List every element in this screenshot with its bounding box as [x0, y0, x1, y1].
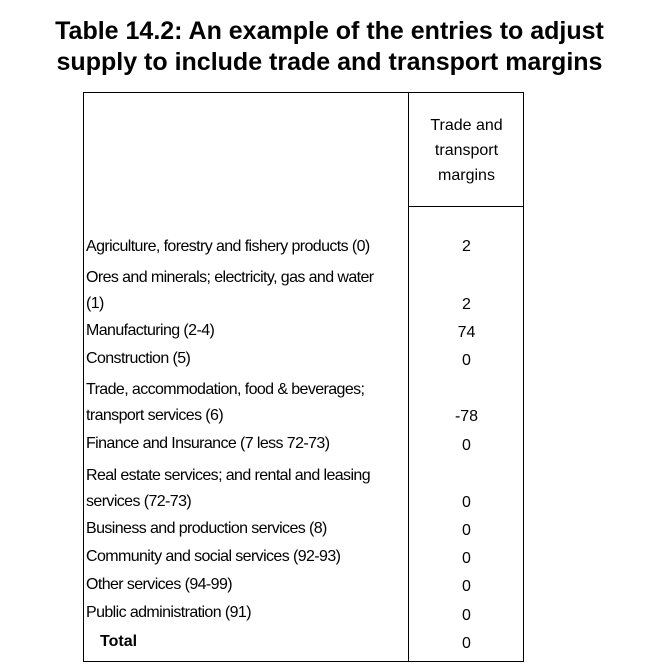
table-title: Table 14.2: An example of the entries to…: [0, 16, 659, 78]
header-rule: [408, 206, 524, 207]
row-label-finance-insurance: Finance and Insurance (7 less 72-73): [86, 435, 330, 452]
row-value-other-services: 0: [462, 578, 471, 595]
row-label-manufacturing: Manufacturing (2-4): [86, 322, 215, 339]
table-title-line-1: Table 14.2: An example of the entries to…: [55, 17, 604, 45]
row-label-construction: Construction (5): [86, 350, 191, 367]
row-value-total: 0: [462, 635, 471, 652]
row-label-trade-accommodation: Trade, accommodation, food & beverages; …: [86, 381, 365, 424]
row-value-business-production: 0: [462, 522, 471, 539]
row-value-community-social: 0: [462, 550, 471, 567]
row-value-construction: 0: [462, 352, 471, 369]
row-value-ores-minerals: 2: [462, 296, 471, 313]
row-value-finance-insurance: 0: [462, 437, 471, 454]
row-label-business-production: Business and production services (8): [86, 520, 327, 537]
row-value-manufacturing: 74: [457, 324, 476, 341]
row-label-agriculture: Agriculture, forestry and fishery produc…: [86, 238, 370, 255]
column-header-line-2: transport: [434, 142, 499, 159]
row-label-other-services: Other services (94-99): [86, 576, 233, 593]
table-title-line-2: supply to include trade and transport ma…: [56, 48, 603, 76]
column-header-line-3: margins: [438, 167, 495, 184]
row-label-ores-minerals: Ores and minerals; electricity, gas and …: [86, 269, 374, 312]
row-label-real-estate: Real estate services; and rental and lea…: [86, 467, 371, 510]
margins-table: Trade and transport margins Agriculture,…: [83, 92, 524, 662]
row-value-public-administration: 0: [462, 607, 471, 624]
column-header-line-1: Trade and: [430, 117, 503, 134]
column-header-trade-transport-margins: Trade and transport margins: [409, 113, 524, 188]
column-divider: [408, 93, 409, 661]
row-value-real-estate: 0: [462, 494, 471, 511]
row-label-total: Total: [100, 633, 138, 650]
row-label-community-social: Community and social services (92-93): [86, 548, 341, 565]
row-value-trade-accommodation: -78: [454, 408, 479, 425]
row-value-agriculture: 2: [462, 238, 471, 255]
row-label-public-administration: Public administration (91): [86, 604, 252, 621]
